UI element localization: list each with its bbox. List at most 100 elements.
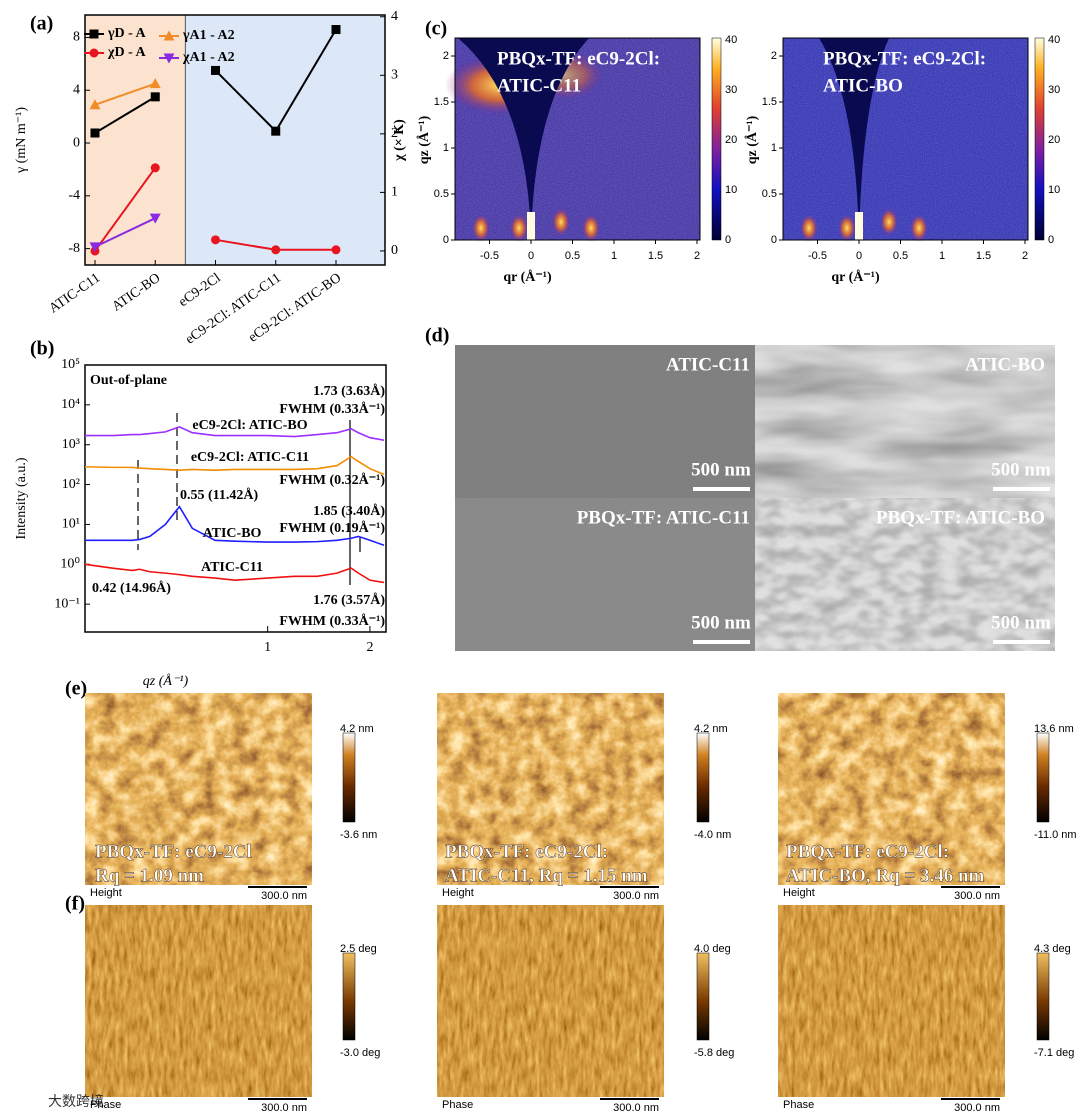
afm-mode: Height	[783, 887, 815, 899]
x-tick-label: 1	[611, 250, 617, 262]
tem-noise	[455, 498, 755, 651]
legend-label: γD - A	[107, 26, 147, 41]
legend-marker	[163, 30, 175, 41]
colorbar	[1034, 37, 1045, 241]
annotation: 0.42 (14.96Å)	[92, 580, 171, 596]
colorbar-label: 20	[1048, 134, 1060, 146]
colorbar-label: 10	[1048, 184, 1060, 196]
scale-bar-label: 300.0 nm	[261, 890, 307, 902]
plot-frame	[84, 364, 387, 633]
y-tick-label: 2	[443, 50, 449, 62]
x-tick-label: 1.5	[976, 250, 991, 262]
colorbar-max: 4.3 deg	[1034, 943, 1071, 955]
y-tick-label: 1.5	[434, 96, 449, 108]
legend-label: χA1 - A2	[182, 50, 235, 65]
tem-noise	[755, 345, 1055, 498]
afm-image	[437, 905, 664, 1097]
giwaxs-beamstop	[527, 212, 535, 240]
y-tick-label: 10⁰	[60, 557, 80, 572]
legend-label: γA1 - A2	[182, 28, 235, 43]
scale-bar	[693, 640, 750, 644]
y-tick-label: -4	[68, 188, 80, 203]
y2-tick-label: 3	[391, 68, 398, 83]
giwaxs-title: PBQx-TF: eC9-2Cl:	[823, 48, 986, 69]
x-axis-label: qr (Å⁻¹)	[831, 269, 880, 285]
data-point	[150, 163, 160, 173]
afm-mode: Phase	[783, 1099, 814, 1111]
legend-marker	[89, 48, 99, 58]
scale-bar-label: 500 nm	[691, 612, 751, 633]
x-tick-label: ATIC-C11	[47, 271, 104, 317]
giwaxs-spot	[838, 214, 856, 242]
colorbar-label: 30	[725, 84, 737, 96]
colorbar	[696, 732, 710, 823]
giwaxs-spot	[472, 214, 490, 242]
peak-markers	[137, 413, 361, 585]
y-tick-label: 10³	[62, 437, 80, 452]
afm-image	[85, 693, 312, 885]
series-line	[84, 455, 385, 476]
data-point	[149, 213, 161, 224]
y-tick-label: 10⁵	[61, 357, 80, 372]
scale-bar-label: 500 nm	[991, 612, 1051, 633]
data-point	[149, 78, 161, 89]
y2-tick-label: 2	[391, 126, 398, 141]
x-tick-label: eC9-2Cl	[176, 271, 224, 311]
data-point	[89, 242, 101, 253]
tem-noise	[455, 345, 755, 498]
giwaxs-spot	[880, 208, 898, 236]
colorbar-label: 10	[725, 184, 737, 196]
data-point	[90, 128, 100, 138]
afm-caption: ATIC-BO, Rq = 3.46 nm	[786, 865, 985, 886]
colorbar-max: 2.5 deg	[340, 943, 377, 955]
legend-marker	[163, 53, 175, 64]
y-tick-label: 1	[771, 142, 777, 154]
annotation: Out-of-plane	[90, 373, 167, 388]
region	[185, 15, 385, 265]
annotation: 0.55 (11.42Å)	[180, 487, 259, 503]
y-tick-label: 1	[443, 142, 449, 154]
series-line	[94, 95, 156, 134]
series-line	[85, 505, 385, 547]
colorbar-label: 40	[725, 34, 737, 46]
x-tick-label: 2	[366, 640, 373, 655]
y-axis-label: qz (Å⁻¹)	[744, 115, 760, 164]
annotation: FWHM (0.33Å⁻¹)	[279, 613, 385, 629]
afm-caption: Rq = 1.09 nm	[95, 865, 204, 886]
colorbar	[1036, 952, 1050, 1041]
colorbar-min: -3.0 deg	[340, 1047, 380, 1059]
y-tick-label: 10¹	[62, 517, 80, 532]
y-axis-label: qz (Å⁻¹)	[416, 115, 432, 164]
giwaxs-title: ATIC-C11	[497, 75, 581, 96]
y-tick-label: 10²	[62, 477, 80, 492]
panel-label: (a)	[30, 13, 53, 35]
data-point	[331, 245, 341, 255]
x-axis-label: qr (Å⁻¹)	[503, 269, 552, 285]
colorbar-label: 0	[1048, 234, 1054, 246]
giwaxs-noise	[783, 38, 1028, 240]
x-tick-label: -0.5	[480, 250, 499, 262]
colorbar	[696, 952, 710, 1041]
colorbar-min: -7.1 deg	[1034, 1047, 1074, 1059]
scale-bar-label: 500 nm	[991, 459, 1051, 480]
colorbar-min: -5.8 deg	[694, 1047, 734, 1059]
y2-tick-label: 1	[391, 185, 398, 200]
giwaxs-spot	[582, 214, 600, 242]
scale-bar-label: 300.0 nm	[613, 1102, 659, 1114]
y-tick-label: 0	[771, 234, 777, 246]
y2-tick-label: 4	[391, 9, 398, 24]
scale-bar-label: 300.0 nm	[954, 890, 1000, 902]
giwaxs-frame	[454, 37, 701, 241]
series-line	[84, 563, 385, 584]
x-tick-label: 2	[1022, 250, 1028, 262]
scale-bar	[993, 487, 1050, 491]
series-line	[85, 426, 385, 441]
series-line	[94, 167, 157, 252]
scale-bar-label: 300.0 nm	[261, 1102, 307, 1114]
annotation: FWHM (0.32Å⁻¹)	[279, 472, 385, 488]
colorbar-max: 4.2 nm	[694, 723, 728, 735]
tem-label: ATIC-BO	[965, 354, 1045, 375]
scale-bar-label: 300.0 nm	[613, 890, 659, 902]
x-tick-label: 0	[528, 250, 534, 262]
afm-mode: Phase	[442, 1099, 473, 1111]
